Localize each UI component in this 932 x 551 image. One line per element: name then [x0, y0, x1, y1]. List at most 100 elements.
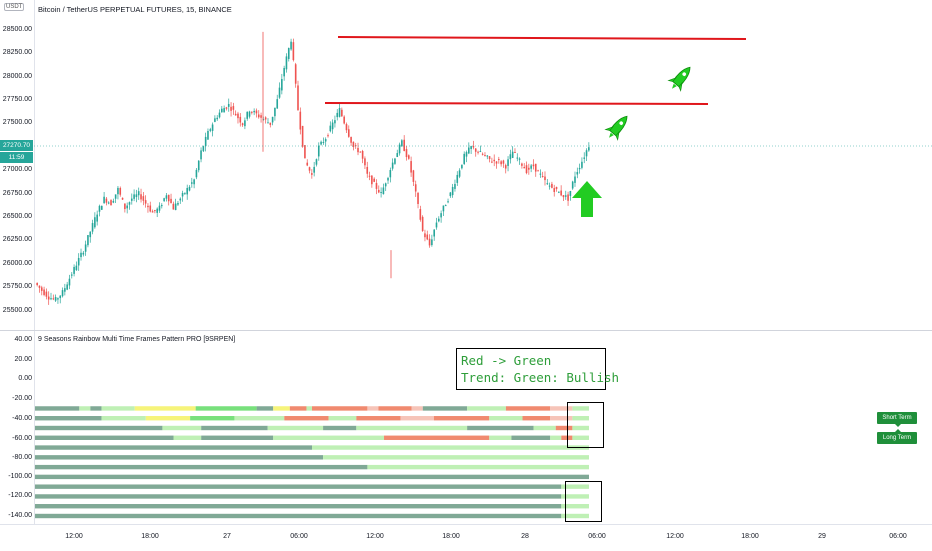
indicator-tick-label: -20.00	[12, 395, 32, 402]
candle-body	[179, 198, 182, 201]
indicator-axis[interactable]: 40.00 20.00 0.00 -20.00 -40.00 -60.00 -80.00 -1…	[0, 331, 35, 524]
candle-body	[274, 107, 276, 117]
candle-body	[391, 162, 394, 169]
candle-body	[377, 189, 380, 193]
candle-body	[500, 161, 502, 165]
time-tick-label: 12:00	[65, 533, 83, 540]
indicator-pane[interactable]: 40.00 20.00 0.00 -20.00 -40.00 -60.00 -80.00 -1…	[0, 331, 932, 524]
indicator-band-segment	[356, 416, 401, 421]
candle-body	[57, 298, 59, 300]
candle-body	[481, 153, 484, 155]
candle-body	[574, 176, 576, 183]
indicator-band-segment	[201, 425, 268, 431]
candle-body	[66, 284, 68, 290]
candle-body	[52, 298, 55, 300]
indicator-band-segment	[550, 416, 573, 421]
indicator-band-segment	[511, 435, 551, 440]
candle-body	[133, 194, 135, 199]
indicator-band-segment	[306, 406, 312, 411]
resistance-line	[324, 102, 709, 105]
candle-body	[128, 202, 131, 205]
candle-body	[68, 278, 71, 286]
candle-body	[539, 173, 542, 175]
indicator-band-segment	[312, 445, 589, 450]
candle-body	[405, 149, 408, 158]
trend-annotation: Red -> Green Trend: Green: Bullish	[456, 348, 619, 390]
candle-body	[380, 191, 382, 193]
indicator-band-segment	[561, 435, 573, 440]
candle-body	[498, 159, 500, 161]
price-tick-label: 25500.00	[2, 307, 32, 314]
candle-body	[525, 165, 528, 174]
chart-title: Bitcoin / TetherUS PERPETUAL FUTURES, 15…	[38, 5, 232, 14]
time-tick-label: 18:00	[741, 533, 759, 540]
candle-body	[294, 64, 297, 84]
candle-body	[130, 198, 133, 201]
candle-body	[504, 165, 507, 169]
candle-body	[80, 252, 82, 258]
indicator-band-segment	[356, 425, 468, 431]
short-term-label: Short Term	[877, 412, 917, 427]
indicator-tick-label: -140.00	[8, 512, 32, 519]
indicator-band-segment	[284, 416, 329, 421]
price-axis[interactable]: USDT 28500.00 28250.00 28000.00 27750.00 275…	[0, 0, 35, 330]
indicator-band-segment	[561, 513, 589, 519]
candle-body	[421, 216, 424, 231]
candle-body	[578, 168, 581, 170]
indicator-band-segment	[400, 416, 434, 421]
candle-body	[43, 289, 45, 295]
indicator-band-segment	[367, 464, 589, 470]
indicator-band-segment	[162, 425, 202, 431]
candle-body	[227, 103, 230, 107]
candle-body	[174, 203, 177, 211]
pane-divider[interactable]	[0, 330, 932, 331]
candle-body	[103, 196, 105, 204]
candle-body	[96, 214, 98, 222]
up-arrow-icon	[572, 181, 602, 217]
time-axis[interactable]: 12:00 18:00 27 06:00 12:00 18:00 28 06:00 12:00 1…	[0, 524, 932, 551]
candle-body	[585, 150, 588, 157]
candle-body	[444, 205, 447, 207]
candle-body	[181, 192, 184, 197]
candle-body	[435, 222, 438, 228]
candle-body	[218, 112, 221, 118]
candle-body	[364, 158, 366, 166]
candle-body	[211, 124, 214, 131]
candle-body	[414, 184, 417, 192]
candle-body	[276, 99, 279, 109]
candle-body	[331, 122, 334, 130]
candle-body	[449, 192, 452, 197]
countdown-badge: 11:59	[0, 152, 33, 163]
candle-body	[315, 159, 318, 165]
candle-body	[87, 235, 89, 246]
price-chart-pane[interactable]: USDT 28500.00 28250.00 28000.00 27750.00 275…	[0, 0, 932, 330]
candle-body	[283, 67, 285, 77]
indicator-band-segment	[201, 435, 274, 440]
candle-body	[260, 115, 262, 118]
candle-body	[428, 238, 431, 246]
price-tick-label: 28000.00	[2, 73, 32, 80]
candle-body	[251, 111, 253, 113]
indicator-band-segment	[90, 406, 102, 411]
candle-body	[341, 109, 343, 117]
price-tick-label: 26000.00	[2, 260, 32, 267]
price-tick-label: 26500.00	[2, 213, 32, 220]
candle-body	[560, 190, 562, 196]
candle-body	[375, 182, 378, 189]
candle-body	[45, 291, 48, 297]
candle-body	[431, 239, 433, 246]
candle-body	[301, 125, 304, 147]
candle-body	[165, 195, 168, 199]
candle-body	[239, 116, 242, 123]
candle-body	[94, 217, 96, 228]
indicator-band-segment	[572, 416, 589, 421]
candle-body	[89, 231, 92, 238]
time-tick-label: 29	[818, 533, 826, 540]
candle-body	[114, 194, 117, 199]
candle-body	[334, 120, 336, 124]
indicator-tick-label: -80.00	[12, 454, 32, 461]
candlestick-chart[interactable]	[0, 0, 932, 330]
candle-body	[523, 167, 526, 169]
candle-body	[140, 194, 142, 200]
candle-body	[588, 147, 590, 151]
